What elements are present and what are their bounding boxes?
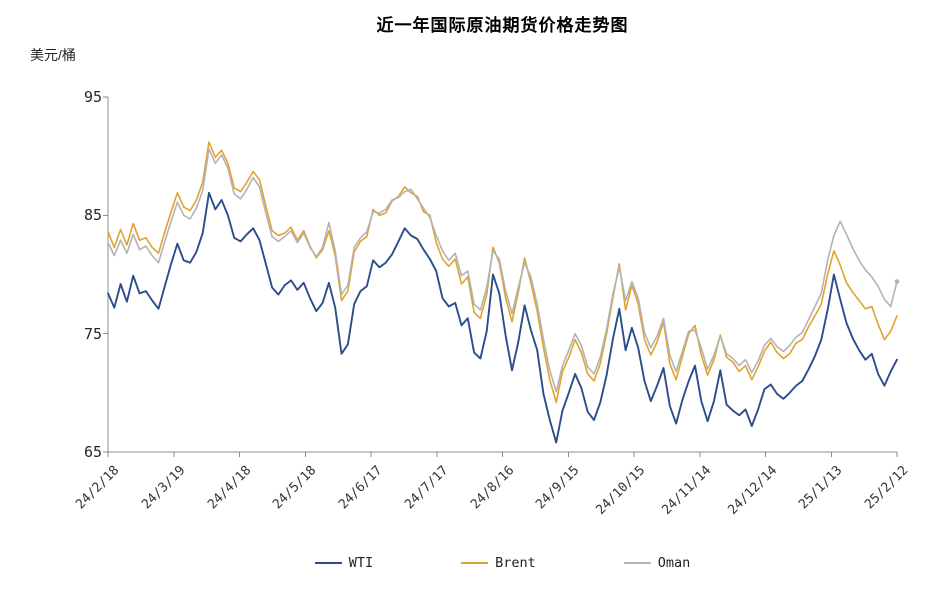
series-line-brent [107,141,898,404]
legend-label: Brent [495,555,536,571]
legend-item-brent: Brent [461,555,536,571]
y-tick-label: 85 [83,206,102,225]
series-line-oman [107,148,898,393]
y-axis-unit-label: 美元/桶 [30,47,76,63]
legend-label: WTI [348,555,374,571]
chart-title: 近一年国际原油期货价格走势图 [376,16,629,35]
legend-item-wti: WTI [314,555,374,571]
series-line-wti [107,191,898,444]
legend: WTI Brent Oman [108,555,897,571]
series-end-marker-oman [894,279,900,284]
legend-item-oman: Oman [623,555,691,571]
legend-swatch-brent [461,561,489,565]
legend-swatch-oman [623,561,651,565]
legend-label: Oman [657,555,691,571]
y-tick-label: 65 [83,443,102,461]
y-tick-label: 75 [83,324,102,343]
y-tick-label: 95 [83,88,102,106]
legend-swatch-wti [314,561,342,565]
